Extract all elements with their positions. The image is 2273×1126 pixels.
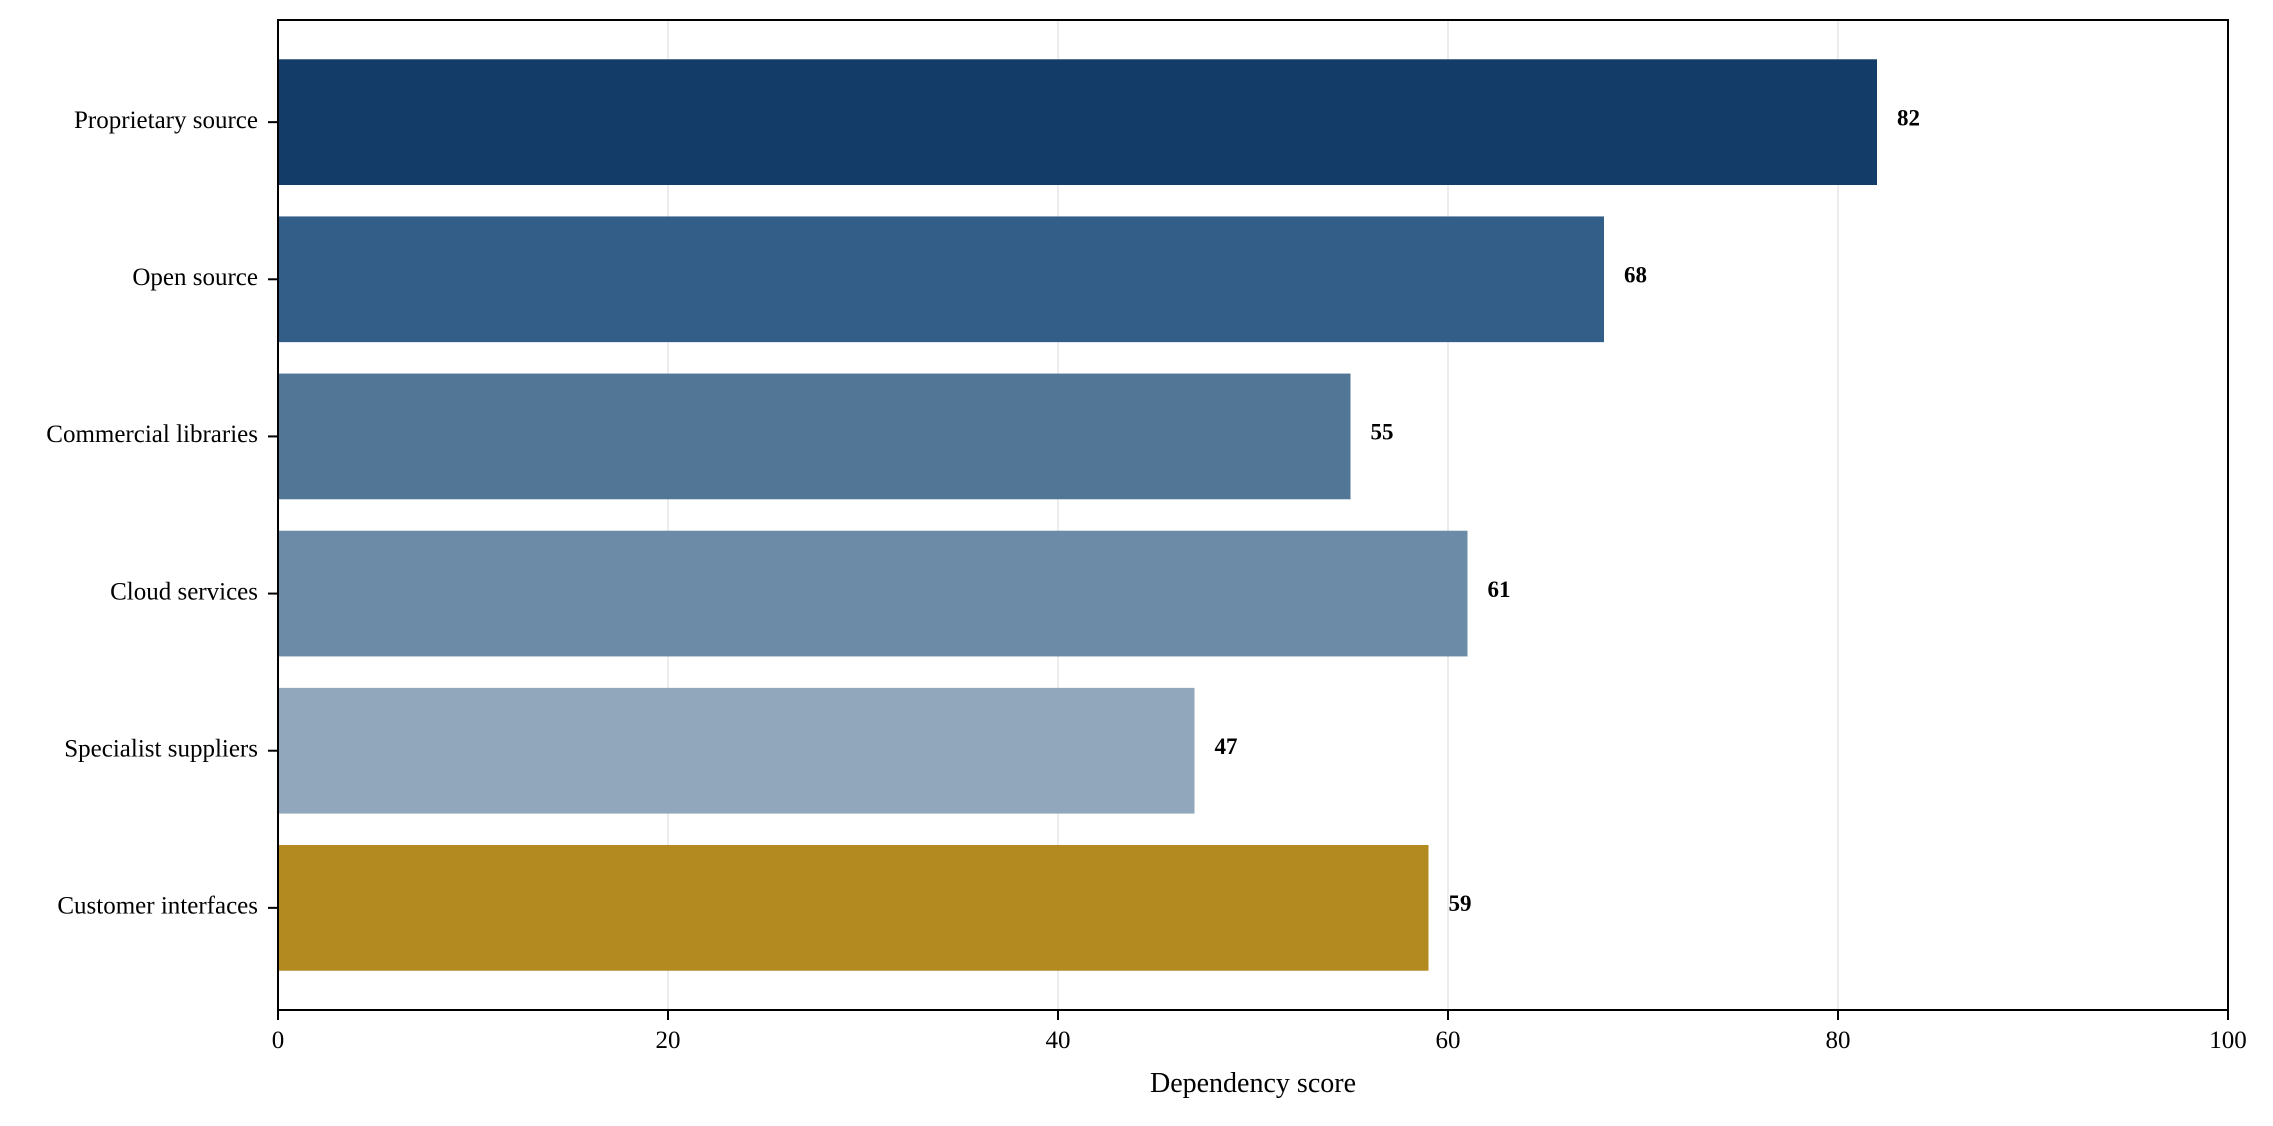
value-label-5: 59 <box>1449 891 1472 916</box>
data-labels: 82 68 55 61 47 59 <box>1215 105 1921 916</box>
y-tick-label-0: Proprietary source <box>74 107 258 134</box>
x-axis-title: Dependency score <box>1150 1068 1356 1099</box>
x-tick-label-1: 20 <box>656 1027 681 1054</box>
y-tick-label-4: Specialist suppliers <box>64 735 258 762</box>
x-tick-label-0: 0 <box>272 1027 285 1054</box>
bar-4 <box>278 687 1195 814</box>
value-label-4: 47 <box>1215 734 1238 759</box>
x-tick-label-5: 100 <box>2209 1027 2247 1054</box>
y-tick-label-5: Customer interfaces <box>57 893 258 920</box>
x-tick-label-3: 60 <box>1436 1027 1461 1054</box>
value-label-1: 68 <box>1624 263 1647 288</box>
bar-0 <box>278 59 1877 185</box>
y-axis: Proprietary source Open source Commercial … <box>46 107 278 920</box>
plot-frame <box>277 19 2229 1011</box>
bar-3 <box>278 530 1468 657</box>
value-label-0: 82 <box>1897 105 1920 130</box>
value-label-3: 61 <box>1488 577 1511 602</box>
bars <box>278 59 1877 971</box>
bar-2 <box>278 373 1351 500</box>
y-tick-label-3: Cloud services <box>110 578 258 605</box>
bar-5 <box>278 845 1429 971</box>
bar-1 <box>278 216 1604 343</box>
x-axis: 0 20 40 60 80 100 <box>272 1010 2247 1054</box>
x-tick-label-4: 80 <box>1826 1027 1851 1054</box>
value-label-2: 55 <box>1371 420 1394 445</box>
x-tick-label-2: 40 <box>1046 1027 1071 1054</box>
y-tick-label-2: Commercial libraries <box>46 421 258 448</box>
y-tick-label-1: Open source <box>132 264 258 291</box>
